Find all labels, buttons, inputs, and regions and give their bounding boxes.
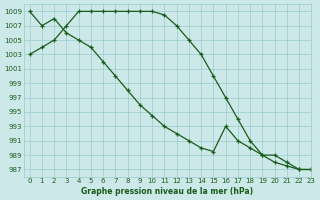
X-axis label: Graphe pression niveau de la mer (hPa): Graphe pression niveau de la mer (hPa) [81, 187, 253, 196]
